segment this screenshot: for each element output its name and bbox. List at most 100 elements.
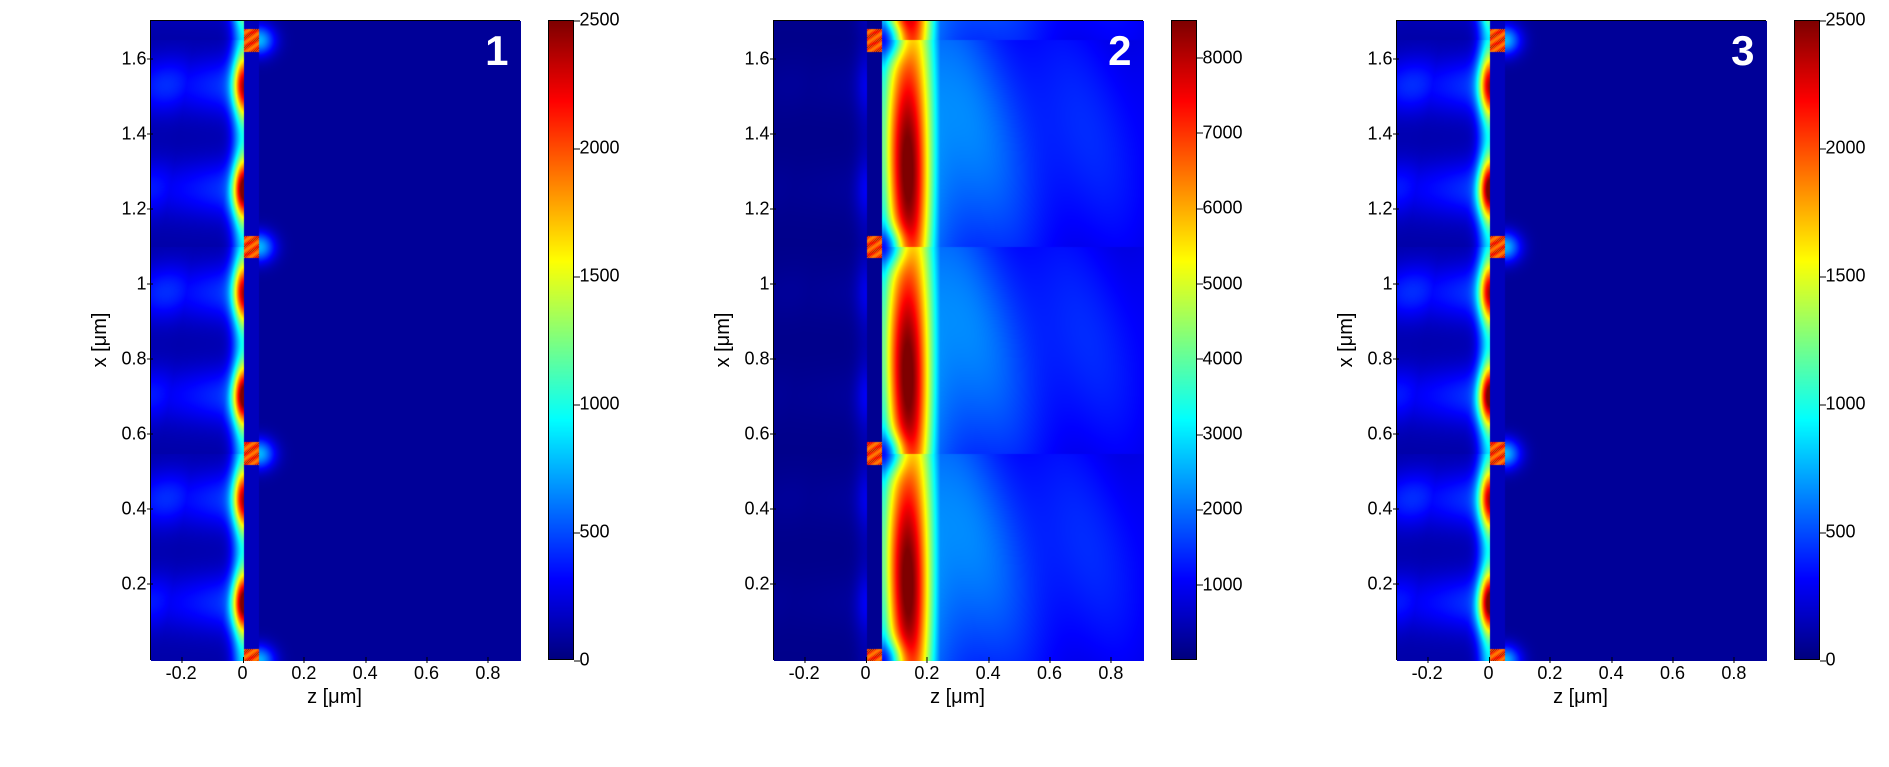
y-tick-label: 1.4 [1367, 123, 1392, 143]
colorbar-tick: 5000 [1203, 273, 1243, 294]
x-tick-label: 0.4 [1599, 663, 1624, 683]
colorbar-tick-label: 6000 [1203, 198, 1243, 218]
y-tick-label: 1.6 [1367, 48, 1392, 68]
colorbar-ticks: 05001000150020002500 [574, 20, 634, 660]
x-tick-label: 0.8 [1721, 663, 1746, 683]
x-ticks: -0.2 0 0.2 0.4 0.6 0.8 [1397, 663, 1765, 685]
panel-number: 2 [1108, 27, 1131, 75]
colorbar-tick-label: 1000 [1203, 574, 1243, 594]
y-tick-label: 0.6 [1367, 423, 1392, 443]
x-tick-label: -0.2 [166, 663, 197, 683]
colorbar-tick: 2000 [1203, 499, 1243, 520]
y-tick: 0.2 [1349, 573, 1393, 594]
colorbar-tick-label: 1500 [1826, 266, 1866, 286]
colorbar-tick: 2500 [580, 10, 620, 31]
colorbar-tick: 1000 [1203, 574, 1243, 595]
x-ticks: -0.2 0 0.2 0.4 0.6 0.8 [151, 663, 519, 685]
x-tick: 0 [1483, 663, 1493, 684]
x-tick: 0.8 [475, 663, 500, 684]
y-tick: 1.6 [726, 48, 770, 69]
colorbar-tick-label: 1000 [580, 394, 620, 414]
colorbar-tick-label: 500 [1826, 522, 1856, 542]
y-tick-label: 1 [1382, 273, 1392, 293]
colorbar-tick-label: 5000 [1203, 273, 1243, 293]
x-tick: 0.6 [414, 663, 439, 684]
x-tick: 0.6 [1660, 663, 1685, 684]
y-tick-label: 1 [759, 273, 769, 293]
x-tick: -0.2 [1412, 663, 1443, 684]
x-tick-label: 0.8 [475, 663, 500, 683]
x-tick: 0.4 [976, 663, 1001, 684]
x-tick: 0.4 [353, 663, 378, 684]
x-tick: 0.8 [1721, 663, 1746, 684]
panel-number: 1 [485, 27, 508, 75]
y-tick: 1.2 [726, 198, 770, 219]
y-tick-label: 0.8 [744, 348, 769, 368]
colorbar-tick-label: 4000 [1203, 348, 1243, 368]
y-tick: 0.2 [726, 573, 770, 594]
colorbar: 05001000150020002500 [548, 20, 574, 660]
colorbar-tick: 7000 [1203, 122, 1243, 143]
y-tick-label: 0.2 [1367, 573, 1392, 593]
y-tick-label: 1 [136, 273, 146, 293]
colorbar-ticks: 05001000150020002500 [1820, 20, 1880, 660]
heatmap: 20.20.40.60.811.21.41.6-0.200.20.40.60.8… [773, 20, 1143, 660]
colorbar-tick: 0 [580, 650, 590, 671]
panel-1: 1 0.2 0.4 0.6 0.8 1 1.2 1.4 1.6 -0.2 0 0.2 0.4 0.6 0.8… [70, 20, 574, 720]
colorbar-tick: 4000 [1203, 348, 1243, 369]
y-tick: 0.6 [1349, 423, 1393, 444]
x-tick: 0.4 [1599, 663, 1624, 684]
panel-number: 3 [1731, 27, 1754, 75]
colorbar-tick-label: 3000 [1203, 424, 1243, 444]
y-tick: 0.4 [1349, 498, 1393, 519]
y-tick-label: 0.4 [1367, 498, 1392, 518]
colorbar-tick: 2000 [1826, 138, 1866, 159]
colorbar-tick-label: 0 [1826, 650, 1836, 670]
colorbar-tick: 1500 [580, 266, 620, 287]
x-tick: -0.2 [789, 663, 820, 684]
x-tick: -0.2 [166, 663, 197, 684]
colorbar-tick: 8000 [1203, 47, 1243, 68]
y-tick-label: 0.6 [121, 423, 146, 443]
colorbar-tick: 2500 [1826, 10, 1866, 31]
x-axis-label: z [μm] [930, 686, 985, 709]
x-tick: 0.2 [1537, 663, 1562, 684]
y-tick-label: 0.2 [121, 573, 146, 593]
colorbar-tick: 2000 [580, 138, 620, 159]
x-tick: 0.2 [291, 663, 316, 684]
y-tick: 1.6 [103, 48, 147, 69]
x-tick-label: -0.2 [789, 663, 820, 683]
panel-2: 20.20.40.60.811.21.41.6-0.200.20.40.60.8… [693, 20, 1197, 720]
y-tick-label: 1.4 [121, 123, 146, 143]
y-tick: 0.6 [726, 423, 770, 444]
colorbar-tick: 3000 [1203, 424, 1243, 445]
panel-3: 30.20.40.60.811.21.41.6-0.200.20.40.60.8… [1316, 20, 1820, 720]
x-tick-label: 0.4 [976, 663, 1001, 683]
colorbar-tick: 1000 [1826, 394, 1866, 415]
x-tick: 0.2 [914, 663, 939, 684]
y-tick-label: 1.6 [744, 48, 769, 68]
y-tick: 1.4 [1349, 123, 1393, 144]
x-tick-label: 0.4 [353, 663, 378, 683]
x-tick-label: 0.6 [1660, 663, 1685, 683]
colorbar-tick: 6000 [1203, 198, 1243, 219]
colorbar-tick: 500 [580, 522, 610, 543]
y-tick: 1.4 [726, 123, 770, 144]
x-tick-label: 0.2 [291, 663, 316, 683]
x-tick-label: 0.6 [1037, 663, 1062, 683]
x-tick: 0.6 [1037, 663, 1062, 684]
colorbar-tick-label: 0 [580, 650, 590, 670]
colorbar-tick-label: 8000 [1203, 47, 1243, 67]
x-tick-label: 0.8 [1098, 663, 1123, 683]
colorbar-tick-label: 500 [580, 522, 610, 542]
y-tick-label: 1.2 [121, 198, 146, 218]
y-tick-label: 0.6 [744, 423, 769, 443]
y-axis-label: x [μm] [88, 313, 111, 368]
x-axis-label: z [μm] [1553, 686, 1608, 709]
y-axis-label: x [μm] [711, 313, 734, 368]
x-tick: 0 [237, 663, 247, 684]
colorbar: 05001000150020002500 [1794, 20, 1820, 660]
y-tick-label: 0.2 [744, 573, 769, 593]
heatmap: 10.20.40.60.811.21.41.6-0.200.20.40.60.8… [150, 20, 520, 660]
y-tick: 1 [1349, 273, 1393, 294]
